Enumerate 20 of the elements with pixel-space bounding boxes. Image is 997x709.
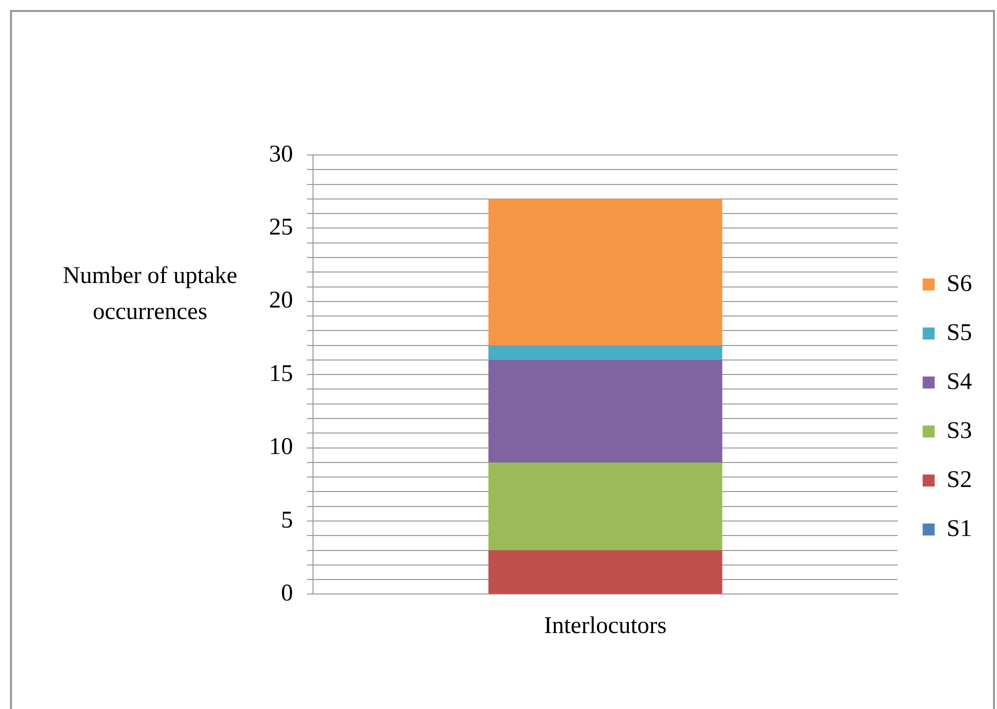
y-tick-label: 10 [269,434,293,460]
bar [488,360,722,462]
legend-label: S2 [946,466,972,493]
y-tick-label: 0 [281,580,293,606]
y-tick-label: 30 [269,141,293,168]
y-tick-label: 25 [269,214,293,240]
legend-label: S1 [946,516,972,542]
bar [488,198,722,346]
legend-label: S6 [946,270,972,297]
y-tick-label: 20 [269,288,293,314]
y-tick-label: 5 [281,507,293,534]
bar [488,550,722,594]
legend-label: S4 [946,368,972,395]
x-tick-label: Interlocutors [544,612,667,639]
legend-label: S3 [946,418,972,444]
y-axis-title: Number of uptake occurrences [62,262,238,327]
y-tick-label: 15 [269,360,293,387]
bar [488,462,722,550]
legend-label: S5 [946,320,972,346]
bar [488,345,722,360]
